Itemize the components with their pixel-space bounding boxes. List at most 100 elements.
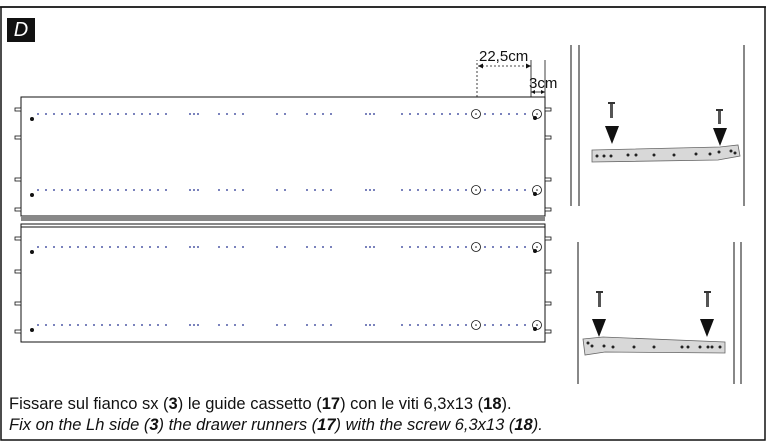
hole-dot: [193, 113, 195, 115]
hole-dot: [508, 189, 510, 191]
hole-dot: [101, 189, 103, 191]
hole-dot: [433, 324, 435, 326]
hole-dot: [425, 324, 427, 326]
hole-dot: [133, 246, 135, 248]
screw-hole-ring: [532, 320, 542, 330]
hole-dot: [157, 246, 159, 248]
hole-dot: [109, 189, 111, 191]
hole-dot: [189, 189, 191, 191]
hole-dot: [508, 113, 510, 115]
hole-dot: [465, 113, 467, 115]
hole-dot: [401, 189, 403, 191]
hole-dot: [365, 324, 367, 326]
screw-hole-center: [536, 113, 538, 115]
hole-dot: [197, 189, 199, 191]
hole-dot: [93, 324, 95, 326]
drawer-runner: [591, 144, 741, 163]
hole-dot: [306, 189, 308, 191]
hole-dot: [524, 324, 526, 326]
hole-dot: [109, 246, 111, 248]
hole-dot: [365, 246, 367, 248]
hole-dot: [484, 324, 486, 326]
hole-dot: [45, 189, 47, 191]
dimension-22-5cm: 22,5cm: [476, 48, 531, 97]
hole-dot: [242, 113, 244, 115]
hole-dot: [433, 113, 435, 115]
hole-dot: [157, 189, 159, 191]
hole-dot: [276, 246, 278, 248]
hole-dot: [69, 324, 71, 326]
edge-tab: [14, 207, 22, 212]
hole-dot: [409, 324, 411, 326]
hole-dot: [53, 324, 55, 326]
hole-dot: [37, 324, 39, 326]
hole-dot: [77, 113, 79, 115]
hole-dot: [441, 324, 443, 326]
hole-dot: [492, 324, 494, 326]
hole-dot: [234, 189, 236, 191]
edge-tab: [14, 177, 22, 182]
dimension-3cm: 3cm: [529, 60, 557, 97]
hole-dot: [226, 246, 228, 248]
hole-dot: [218, 246, 220, 248]
hole-dot: [465, 246, 467, 248]
hole-dot: [45, 324, 47, 326]
hole-dot: [322, 324, 324, 326]
hole-dot: [330, 189, 332, 191]
hole-dot: [500, 189, 502, 191]
hole-dot: [85, 113, 87, 115]
hole-dot: [425, 246, 427, 248]
hole-dot: [369, 113, 371, 115]
hole-dot: [425, 189, 427, 191]
hole-dot: [417, 324, 419, 326]
hole-dot: [492, 113, 494, 115]
hole-dot: [61, 324, 63, 326]
hole-dot: [500, 113, 502, 115]
hole-dot: [425, 113, 427, 115]
hole-dot: [125, 324, 127, 326]
hole-dot: [189, 246, 191, 248]
hole-dot: [165, 113, 167, 115]
hole-dot: [516, 324, 518, 326]
hole-dot: [61, 189, 63, 191]
hole-dot: [417, 246, 419, 248]
hole-dot: [53, 113, 55, 115]
hole-dot: [189, 113, 191, 115]
hole-dot: [37, 246, 39, 248]
hole-dot: [53, 246, 55, 248]
hole-dot: [457, 189, 459, 191]
hole-dot: [77, 246, 79, 248]
hole-dot: [500, 246, 502, 248]
pin-hole: [30, 193, 34, 197]
hole-dot: [218, 189, 220, 191]
hole-dot: [242, 324, 244, 326]
hole-dot: [373, 246, 375, 248]
hole-dot: [369, 189, 371, 191]
hole-dot: [449, 189, 451, 191]
hole-dot: [218, 324, 220, 326]
screw-hole-center: [536, 324, 538, 326]
hole-dot: [314, 113, 316, 115]
hole-dot: [45, 246, 47, 248]
hole-dot: [365, 189, 367, 191]
hole-dot: [516, 113, 518, 115]
caption-english: Fix on the Lh side (3) the drawer runner…: [9, 416, 543, 434]
hole-dot: [373, 189, 375, 191]
hole-dot: [45, 113, 47, 115]
hole-dot: [149, 113, 151, 115]
hole-dot: [457, 113, 459, 115]
hole-dot: [417, 113, 419, 115]
hole-dot: [197, 324, 199, 326]
hole-dot: [433, 246, 435, 248]
hole-dot: [101, 324, 103, 326]
runner-detail-lower: [577, 242, 742, 384]
hole-dot: [117, 189, 119, 191]
step-label: D: [7, 18, 35, 42]
hole-dot: [165, 246, 167, 248]
edge-tab: [14, 301, 22, 306]
hole-dot: [449, 113, 451, 115]
pin-hole: [30, 250, 34, 254]
side-panel-lower: [20, 223, 546, 343]
hole-dot: [69, 189, 71, 191]
edge-tab: [14, 329, 22, 334]
